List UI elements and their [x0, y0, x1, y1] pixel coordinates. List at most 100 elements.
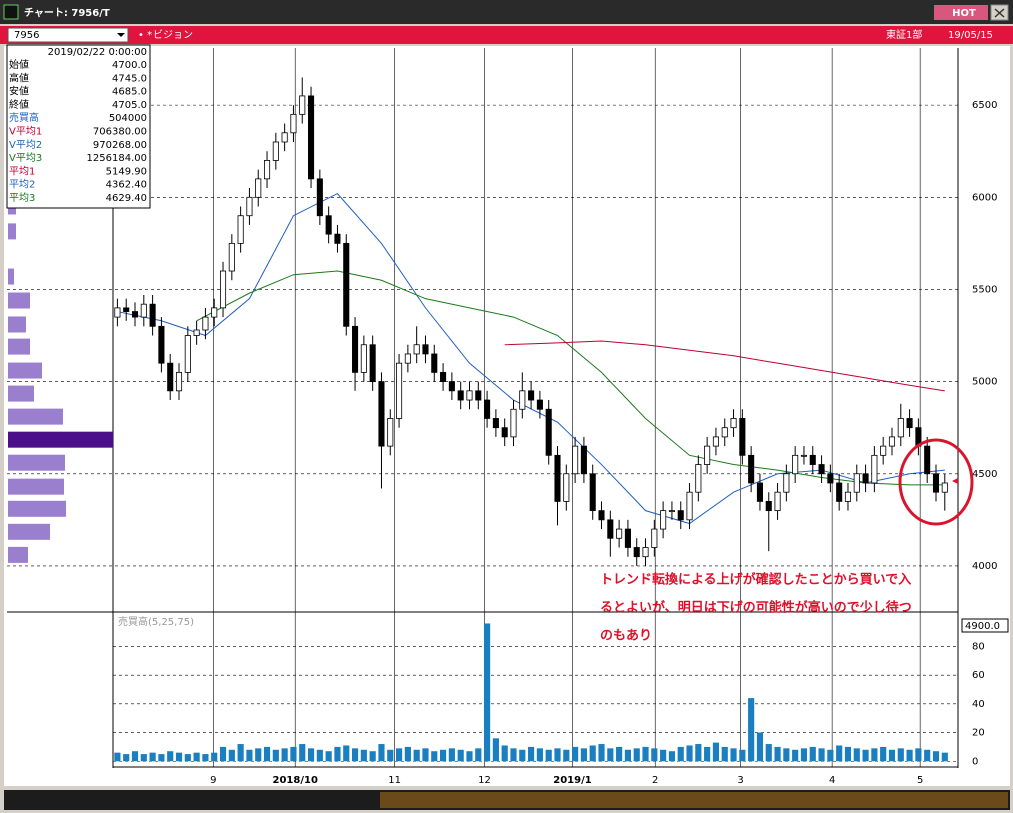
price-volume-bar [8, 523, 50, 540]
volume-bar [272, 749, 279, 762]
candle-body [572, 445, 579, 475]
volume-tick-label: 0 [972, 756, 978, 767]
moving-average [117, 192, 945, 525]
x-tick-label: 3 [737, 775, 743, 786]
scroll-thumb[interactable] [380, 792, 1008, 808]
candle-body [554, 454, 561, 502]
candle-body [131, 311, 139, 318]
volume-bar [748, 698, 755, 762]
candle-body [246, 196, 253, 217]
candle-body [510, 408, 517, 438]
volume-bar [422, 748, 429, 762]
volume-bar [175, 752, 183, 762]
candle-body [941, 482, 948, 493]
volume-bar [123, 754, 130, 762]
price-volume-bar [8, 431, 113, 448]
candle-body [809, 454, 816, 465]
toolbar [0, 26, 1013, 44]
info-value: 970268.00 [93, 140, 147, 151]
candle-body [484, 399, 491, 419]
price-volume-bar [8, 478, 64, 495]
candle-body [413, 344, 420, 355]
info-label: 始値 [9, 58, 29, 71]
info-timestamp: 2019/02/22 0:00:00 [48, 47, 147, 58]
info-value: 4629.40 [106, 193, 147, 204]
x-tick-label: 2019/1 [553, 775, 591, 786]
candle-body [501, 427, 508, 438]
volume-bar [193, 752, 200, 762]
info-label: V平均1 [9, 126, 42, 138]
volume-bar [783, 748, 790, 762]
volume-bar [853, 748, 860, 762]
candle-body [360, 344, 367, 373]
annotation-line: トレンド転換による上げが確認したことから買いで入 [600, 572, 911, 588]
code-select[interactable] [7, 27, 129, 43]
candle-body [211, 307, 218, 318]
candle-body [783, 473, 790, 493]
x-tick-label: 9 [210, 775, 216, 786]
volume-bar [431, 751, 438, 762]
candle-body [184, 335, 191, 373]
candle-body [818, 464, 825, 475]
x-tick-label: 12 [478, 775, 491, 786]
candle-body [563, 473, 570, 502]
hot-button[interactable] [934, 5, 988, 20]
volume-bar [677, 746, 684, 762]
volume-bar [246, 749, 253, 762]
volume-bar [572, 746, 579, 762]
candle-body [756, 482, 763, 502]
volume-bar [668, 751, 676, 762]
candle-body [686, 491, 693, 521]
candle-body [880, 445, 887, 456]
date: 19/05/15 [948, 30, 993, 41]
volume-bar [158, 754, 165, 762]
candle-body [580, 445, 587, 475]
select-arrow [117, 33, 125, 37]
candle-body [616, 528, 623, 539]
volume-bar [131, 751, 139, 762]
x-tick-label: 4 [829, 775, 835, 786]
candle-body [149, 303, 156, 327]
volume-bar [686, 745, 693, 762]
volume-bar [844, 746, 852, 762]
volume-bar [932, 751, 940, 762]
volume-bar [660, 749, 667, 762]
candle-body [888, 436, 896, 447]
bullet: • * [138, 30, 152, 41]
volume-bar [809, 746, 816, 762]
volume-bar [580, 748, 587, 762]
info-label: 平均1 [9, 165, 35, 177]
volume-bar [466, 751, 473, 762]
volume-tick-label: 20 [972, 728, 985, 739]
volume-bar [941, 752, 948, 762]
candle-body [492, 418, 499, 429]
candle-body [219, 270, 227, 309]
candle-body [255, 178, 262, 198]
volume-bar [290, 746, 297, 762]
volume-bar [475, 748, 482, 762]
company-name: ビジョン [153, 29, 193, 41]
candle-body [897, 418, 904, 438]
volume-bar [255, 748, 262, 762]
candle-body [140, 303, 147, 318]
candle-body [651, 528, 658, 548]
volume-bar [448, 748, 455, 762]
price-volume-bar [8, 546, 28, 563]
volume-tick-label: 60 [972, 670, 985, 681]
volume-bar [888, 749, 896, 762]
volume-bar [528, 746, 535, 762]
volume-bar [360, 749, 367, 762]
candle-body [369, 344, 376, 383]
candle-body [422, 344, 429, 355]
volume-bar [756, 732, 764, 762]
candle-body [792, 454, 799, 475]
price-volume-bar [8, 500, 66, 517]
volume-bar [395, 748, 403, 762]
candle-body [844, 491, 852, 502]
volume-bar [369, 751, 376, 762]
info-label: 安値 [9, 85, 29, 98]
volume-bar [589, 745, 596, 762]
candle-body [871, 454, 878, 484]
candle-body [774, 491, 781, 512]
